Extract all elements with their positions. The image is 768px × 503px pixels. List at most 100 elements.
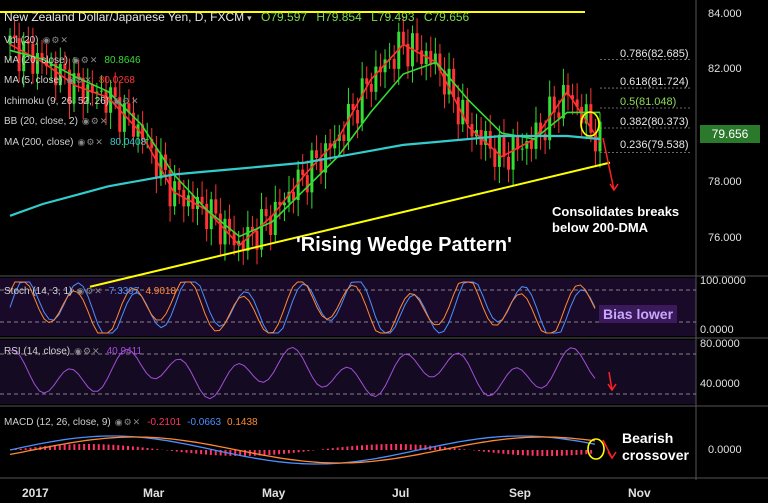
- candle-body: [287, 191, 291, 203]
- candle-body: [493, 148, 497, 167]
- candle-body: [429, 50, 433, 65]
- candle-body: [246, 226, 250, 251]
- fib-0786: 0.786(82.685): [620, 48, 689, 60]
- candle-body: [154, 148, 158, 179]
- candle-body: [122, 103, 126, 132]
- indicator-ma20[interactable]: MA (20, close) ◉⚙✕ 80.8646: [4, 55, 141, 66]
- x-tick: Jul: [392, 486, 410, 500]
- candle-body: [401, 31, 405, 44]
- macd-hist-bar: [521, 450, 524, 456]
- candle-body: [45, 59, 49, 67]
- candle-body: [516, 136, 520, 150]
- macd-hist-bar: [322, 449, 324, 450]
- macd-hist-bar: [151, 448, 154, 450]
- macd-hist-bar: [361, 445, 363, 450]
- candle-body: [539, 122, 543, 134]
- rsi-panel: [0, 340, 696, 404]
- indicator-bb[interactable]: BB (20, close, 2) ◉⚙✕: [4, 116, 109, 127]
- macd-hist-bar: [14, 449, 17, 450]
- candle-body: [77, 73, 81, 78]
- indicator-ma5[interactable]: MA (5, close) ◉⚙✕ 80.0268: [4, 75, 135, 86]
- macd-hist-bar: [307, 450, 310, 452]
- macd-hist-bar: [297, 450, 300, 453]
- macd-hist-bar: [83, 444, 86, 450]
- macd-hist-bar: [531, 450, 534, 456]
- candle-body: [63, 63, 67, 70]
- macd-hist-bar: [551, 450, 554, 456]
- macd-hist-bar: [385, 444, 388, 450]
- macd-hist-bar: [92, 444, 95, 450]
- macd-hist-bar: [556, 450, 558, 456]
- fib-0236: 0.236(79.538): [620, 139, 689, 151]
- macd-hist-bar: [575, 450, 578, 455]
- price-tick: 76.000: [708, 232, 742, 244]
- macd-hist-bar: [487, 450, 490, 453]
- rising-wedge-trendline: [89, 161, 611, 288]
- candle-body: [319, 158, 323, 173]
- candle-body: [571, 95, 575, 100]
- candle-body: [13, 35, 17, 39]
- macd-hist-bar: [346, 446, 349, 450]
- macd-hist-bar: [180, 450, 183, 453]
- candle-body: [438, 53, 442, 71]
- candle-body: [81, 77, 85, 104]
- macd-hist-bar: [170, 450, 173, 451]
- candle-body: [113, 87, 117, 98]
- candle-body: [598, 121, 602, 152]
- indicator-ichimoku[interactable]: Ichimoku (9, 26, 52, 26) ◉⚙✕: [4, 96, 140, 107]
- candle-body: [177, 181, 181, 190]
- rsi-legend[interactable]: RSI (14, close) ◉⚙✕ 40.9411: [4, 346, 143, 357]
- candle-body: [31, 43, 35, 74]
- candle-body: [342, 134, 346, 142]
- macd-hist-bar: [63, 444, 66, 450]
- candle-body: [566, 85, 570, 96]
- macd-hist-bar: [502, 450, 505, 454]
- macd-hist-bar: [131, 446, 134, 450]
- macd-hist-bar: [443, 446, 446, 450]
- candle-body: [529, 141, 533, 149]
- candle-body: [40, 53, 44, 60]
- macd-hist-bar: [53, 445, 56, 450]
- rsi-tick: 80.0000: [700, 338, 740, 350]
- candle-body: [35, 53, 39, 74]
- macd-hist-bar: [68, 444, 71, 450]
- candle-body: [95, 91, 99, 93]
- macd-hist-bar: [97, 444, 100, 450]
- candle-body: [17, 38, 21, 72]
- candle-body: [507, 156, 511, 170]
- indicator-vol[interactable]: Vol (20) ◉⚙✕: [4, 35, 69, 46]
- macd-hist-bar: [565, 450, 568, 456]
- macd-hist-bar: [214, 450, 217, 456]
- candle-body: [49, 63, 53, 67]
- macd-hist-bar: [439, 446, 441, 450]
- macd-hist-bar: [268, 450, 271, 455]
- macd-hist-bar: [434, 446, 437, 450]
- symbol-dropdown-icon[interactable]: ▾: [247, 13, 252, 23]
- macd-legend[interactable]: MACD (12, 26, close, 9) ◉⚙✕ -0.2101 -0.0663…: [4, 417, 258, 428]
- macd-hist-bar: [205, 450, 207, 455]
- candle-body: [214, 199, 218, 214]
- candle-body: [301, 169, 305, 176]
- candle-body: [218, 213, 222, 245]
- macd-hist-bar: [273, 450, 276, 455]
- symbol-title: New Zealand Dollar/Japanese Yen, D, FXCM: [4, 10, 245, 24]
- candle-body: [383, 59, 387, 73]
- stoch-legend[interactable]: Stoch (14, 3, 1) ◉⚙✕ 7.3397 4.9018: [4, 286, 177, 297]
- candle-body: [310, 150, 314, 193]
- macd-hist-bar: [195, 450, 198, 454]
- candle-body: [296, 169, 300, 201]
- breaks-annotation-1: Consolidates breaks: [552, 204, 680, 219]
- candle-body: [141, 124, 145, 140]
- indicator-ma200[interactable]: MA (200, close) ◉⚙✕ 80.0408: [4, 137, 147, 148]
- macd-hist-bar: [136, 446, 139, 450]
- chart-header: New Zealand Dollar/Japanese Yen, D, FXCM…: [4, 10, 469, 24]
- bias-annotation: Bias lower: [599, 305, 678, 323]
- x-tick: Sep: [509, 486, 532, 500]
- macd-hist-bar: [190, 450, 193, 454]
- macd-hist-bar: [507, 450, 510, 455]
- macd-hist-bar: [234, 450, 237, 456]
- macd-line: [9, 435, 596, 465]
- macd-hist-bar: [512, 450, 515, 455]
- candle-body: [561, 85, 565, 119]
- macd-hist-bar: [331, 448, 334, 450]
